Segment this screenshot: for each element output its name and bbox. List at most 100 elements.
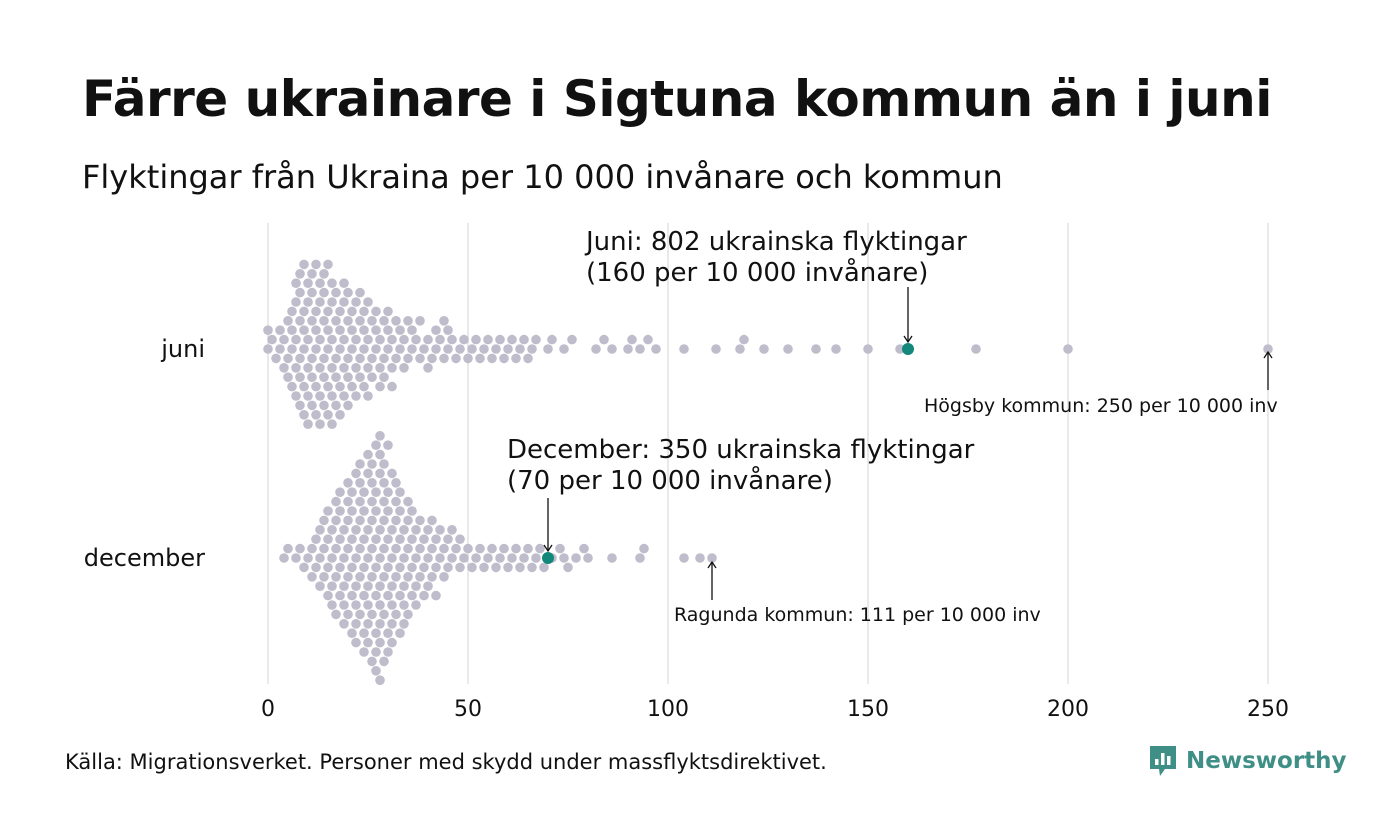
dot-december: [383, 534, 393, 544]
dot-juni: [543, 344, 553, 354]
dot-december: [563, 562, 573, 573]
dot-december: [347, 590, 357, 601]
dot-december: [371, 487, 381, 498]
dot-december: [411, 525, 421, 535]
dot-juni: [335, 325, 345, 336]
dot-december: [375, 581, 385, 591]
dot-december: [503, 562, 513, 573]
dot-december: [355, 496, 365, 507]
dot-december: [411, 600, 421, 610]
dot-december: [379, 572, 389, 582]
dot-december: [327, 600, 337, 610]
dot-juni: [591, 344, 601, 354]
dot-juni: [307, 287, 317, 298]
dot-december: [355, 459, 365, 469]
dot-juni: [311, 306, 321, 317]
dot-december: [359, 628, 369, 638]
dot-december: [371, 628, 381, 638]
annotation-december-1-arrow: [543, 498, 553, 553]
dot-december: [391, 572, 401, 582]
dot-juni: [371, 306, 381, 317]
dot-december: [367, 478, 377, 488]
dot-juni: [295, 372, 305, 383]
dot-juni: [451, 353, 461, 364]
dot-december: [339, 619, 349, 629]
dot-juni: [811, 344, 821, 354]
dot-juni: [279, 334, 289, 345]
dot-december: [359, 647, 369, 657]
dot-december: [363, 619, 373, 629]
dot-juni: [363, 363, 373, 373]
dot-december: [423, 553, 433, 563]
dot-juni: [295, 353, 305, 364]
dot-december: [479, 562, 489, 573]
dot-juni: [323, 306, 333, 317]
dot-juni: [355, 372, 365, 383]
dot-juni: [315, 297, 325, 307]
dot-december: [395, 534, 405, 544]
dot-juni: [567, 334, 577, 345]
dot-juni: [295, 287, 305, 298]
dot-december: [375, 637, 385, 648]
dot-juni: [319, 400, 329, 411]
dot-juni: [311, 325, 321, 336]
dot-juni: [463, 353, 473, 364]
dot-juni: [339, 334, 349, 345]
dot-december: [335, 590, 345, 601]
dot-december: [327, 525, 337, 535]
dot-juni: [383, 344, 393, 354]
dot-december: [355, 609, 365, 620]
dot-juni: [295, 400, 305, 411]
dot-december: [519, 553, 529, 563]
dot-juni: [507, 334, 517, 345]
newsworthy-logo: Newsworthy: [1148, 744, 1347, 778]
highlight-dot-december: [542, 552, 554, 564]
dot-juni: [291, 391, 301, 401]
dot-december: [331, 543, 341, 554]
dot-juni: [971, 344, 981, 354]
dot-december: [359, 562, 369, 573]
dot-december: [343, 609, 353, 620]
dot-juni: [711, 344, 721, 354]
dot-juni: [407, 344, 417, 354]
dot-december: [327, 553, 337, 563]
dot-december: [347, 487, 357, 498]
dot-december: [355, 543, 365, 554]
dot-december: [435, 553, 445, 563]
dot-juni: [351, 297, 361, 307]
dot-december: [435, 525, 445, 535]
dot-december: [347, 506, 357, 516]
dot-juni: [311, 410, 321, 420]
dot-juni: [831, 344, 841, 354]
dot-juni: [415, 316, 425, 326]
dot-juni: [599, 334, 609, 345]
dot-juni: [559, 344, 569, 354]
dot-december: [363, 637, 373, 648]
dot-juni: [439, 316, 449, 326]
dot-december: [387, 525, 397, 535]
dot-juni: [623, 344, 633, 354]
dot-december: [379, 609, 389, 620]
dot-juni: [339, 391, 349, 401]
dot-juni: [399, 363, 409, 373]
dot-juni: [303, 297, 313, 307]
dot-december: [307, 572, 317, 582]
dot-juni: [287, 381, 297, 392]
annotation-juni-2-arrow: [1263, 350, 1273, 390]
dot-december: [431, 534, 441, 544]
dot-juni: [387, 363, 397, 373]
dot-december: [363, 449, 373, 460]
dot-juni: [635, 344, 645, 354]
dot-juni: [295, 269, 305, 279]
dot-december: [355, 572, 365, 582]
dot-december: [387, 637, 397, 648]
dot-december: [343, 496, 353, 507]
dot-juni: [471, 334, 481, 345]
dot-juni: [387, 334, 397, 345]
dot-december: [359, 590, 369, 601]
dot-juni: [343, 316, 353, 326]
dot-december: [463, 543, 473, 554]
dot-december: [315, 525, 325, 535]
dot-december: [343, 515, 353, 526]
dot-juni: [419, 344, 429, 354]
